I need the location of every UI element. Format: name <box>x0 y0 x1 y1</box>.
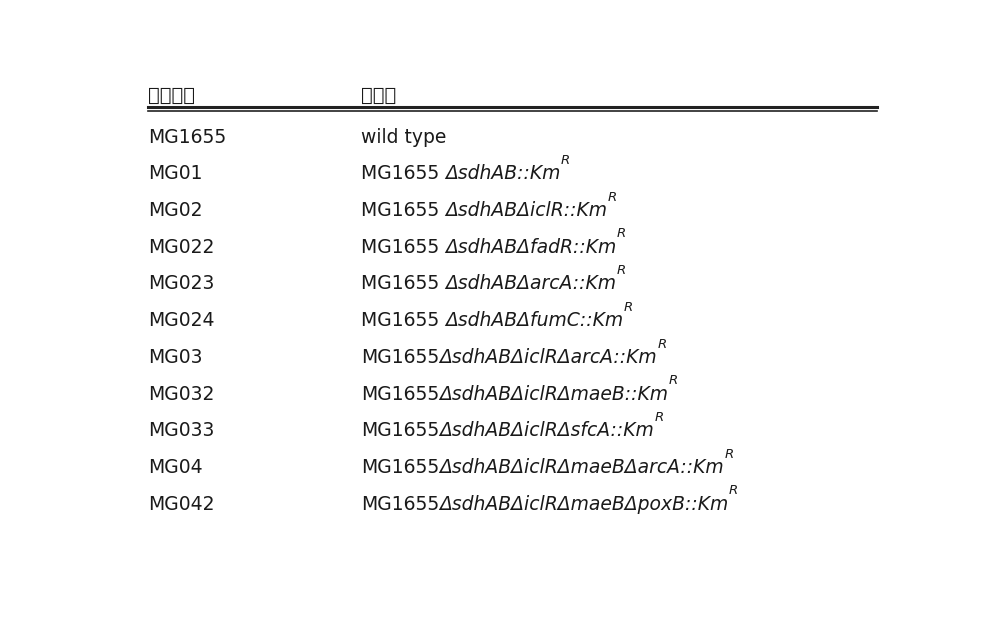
Text: R: R <box>624 301 633 314</box>
Text: MG1655: MG1655 <box>361 311 446 330</box>
Text: R: R <box>724 448 734 461</box>
Text: ΔsdhABΔiclRΔmaeBΔpoxB::Km: ΔsdhABΔiclRΔmaeBΔpoxB::Km <box>440 495 729 514</box>
Text: ΔsdhABΔiclR::Km: ΔsdhABΔiclR::Km <box>446 201 608 220</box>
Text: MG1655: MG1655 <box>361 495 440 514</box>
Text: wild type: wild type <box>361 128 447 147</box>
Text: ΔsdhAB::Km: ΔsdhAB::Km <box>446 165 561 183</box>
Text: ΔsdhABΔfadR::Km: ΔsdhABΔfadR::Km <box>446 238 617 257</box>
Text: 基因型: 基因型 <box>361 86 397 105</box>
Text: R: R <box>729 484 738 497</box>
Text: MG042: MG042 <box>148 495 215 514</box>
Text: MG1655: MG1655 <box>361 274 446 293</box>
Text: MG1655: MG1655 <box>361 384 440 404</box>
Text: ΔsdhABΔiclRΔsfcA::Km: ΔsdhABΔiclRΔsfcA::Km <box>440 422 654 440</box>
Text: ΔsdhABΔiclRΔmaeBΔarcA::Km: ΔsdhABΔiclRΔmaeBΔarcA::Km <box>440 458 724 477</box>
Text: MG033: MG033 <box>148 422 215 440</box>
Text: R: R <box>657 337 666 350</box>
Text: MG023: MG023 <box>148 274 215 293</box>
Text: MG1655: MG1655 <box>361 201 446 220</box>
Text: MG1655: MG1655 <box>361 458 440 477</box>
Text: MG01: MG01 <box>148 165 203 183</box>
Text: MG1655: MG1655 <box>148 128 226 147</box>
Text: MG022: MG022 <box>148 238 215 257</box>
Text: R: R <box>617 264 626 277</box>
Text: ΔsdhABΔfumC::Km: ΔsdhABΔfumC::Km <box>446 311 624 330</box>
Text: ΔsdhABΔiclRΔarcA::Km: ΔsdhABΔiclRΔarcA::Km <box>440 348 657 367</box>
Text: R: R <box>608 191 617 204</box>
Text: R: R <box>654 411 664 424</box>
Text: R: R <box>617 227 626 240</box>
Text: 菌种编号: 菌种编号 <box>148 86 195 105</box>
Text: MG02: MG02 <box>148 201 203 220</box>
Text: MG1655: MG1655 <box>361 238 446 257</box>
Text: MG032: MG032 <box>148 384 215 404</box>
Text: MG024: MG024 <box>148 311 215 330</box>
Text: MG1655: MG1655 <box>361 422 440 440</box>
Text: MG04: MG04 <box>148 458 203 477</box>
Text: R: R <box>561 154 570 167</box>
Text: ΔsdhABΔarcA::Km: ΔsdhABΔarcA::Km <box>446 274 617 293</box>
Text: MG1655: MG1655 <box>361 348 440 367</box>
Text: MG03: MG03 <box>148 348 203 367</box>
Text: MG1655: MG1655 <box>361 165 446 183</box>
Text: R: R <box>669 374 678 387</box>
Text: ΔsdhABΔiclRΔmaeB::Km: ΔsdhABΔiclRΔmaeB::Km <box>440 384 669 404</box>
